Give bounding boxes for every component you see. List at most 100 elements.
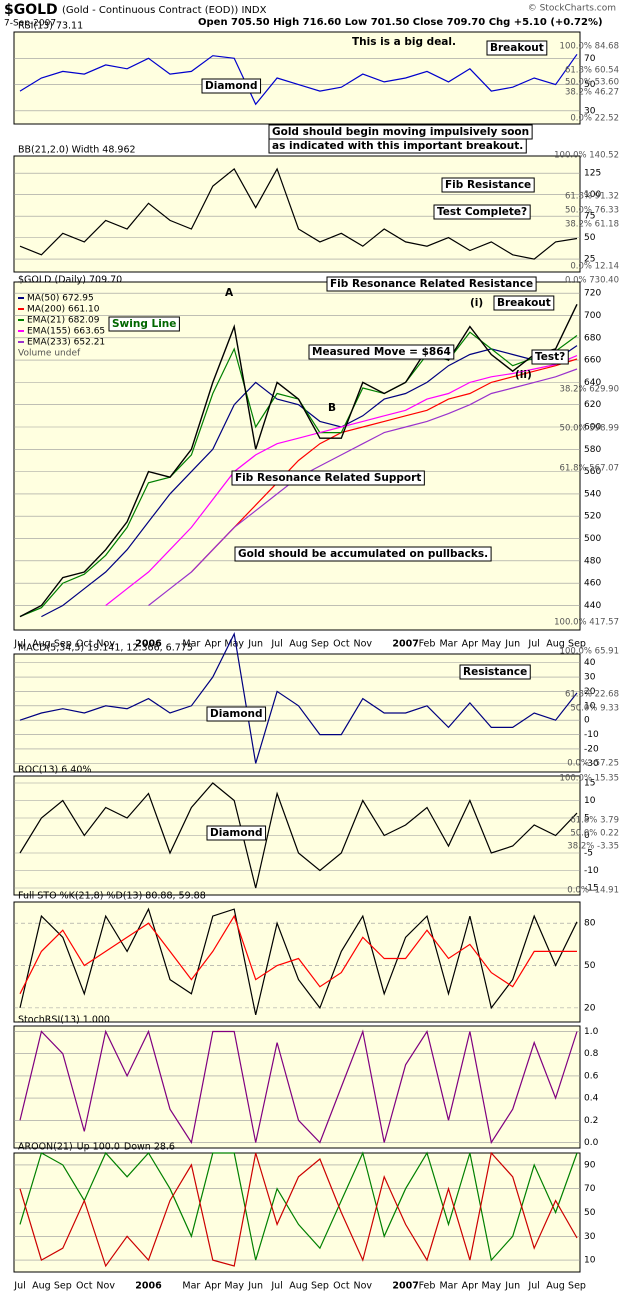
callout-box bbox=[268, 138, 527, 154]
callout-box bbox=[201, 78, 262, 94]
legend-entry: EMA(21) 682.09 bbox=[27, 316, 100, 326]
fib-label: 38.2% 629.90 bbox=[560, 385, 619, 395]
x-tick-label: Feb bbox=[419, 639, 436, 650]
y-tick-label: 700 bbox=[584, 311, 601, 321]
y-tick-label: -10 bbox=[584, 730, 599, 740]
y-tick-label: 50 bbox=[584, 1208, 596, 1218]
annotation: Test Complete? bbox=[437, 206, 527, 218]
legend-entry: EMA(233) 652.21 bbox=[27, 338, 105, 348]
panel-title: StochRSI(13) 1.000 bbox=[18, 1015, 110, 1026]
y-tick-label: -10 bbox=[584, 866, 599, 876]
y-tick-label: 10 bbox=[584, 796, 596, 806]
y-tick-label: -15 bbox=[584, 884, 599, 894]
fib-label: 61.8% 3.79 bbox=[570, 816, 619, 826]
y-tick-label: 50 bbox=[584, 233, 596, 243]
panel bbox=[13, 1025, 581, 1149]
y-tick-label: 680 bbox=[584, 333, 601, 343]
y-tick-label: 50 bbox=[584, 961, 596, 971]
x-tick-label: Mar bbox=[439, 639, 457, 650]
x-tick-label: Mar bbox=[182, 639, 200, 650]
x-tick-label: Jul bbox=[527, 1281, 539, 1292]
legend-entry: EMA(155) 663.65 bbox=[27, 327, 105, 337]
annotation: Measured Move = $864 bbox=[312, 346, 451, 358]
y-tick-label: 660 bbox=[584, 356, 601, 366]
y-tick-label: 0.2 bbox=[584, 1116, 598, 1126]
y-tick-label: 70 bbox=[584, 54, 596, 64]
x-tick-label: Sep bbox=[568, 1281, 586, 1292]
x-tick-label: Aug bbox=[289, 639, 308, 650]
x-tick-label: 2006 bbox=[135, 1281, 162, 1292]
y-tick-label: 30 bbox=[584, 1232, 596, 1242]
annotation: Fib Resonance Related Resistance bbox=[330, 278, 533, 290]
y-tick-label: 25 bbox=[584, 255, 595, 265]
fib-label: 0.0% -14.91 bbox=[567, 886, 619, 896]
y-tick-label: 40 bbox=[584, 658, 596, 668]
callout-box bbox=[441, 177, 535, 193]
x-tick-label: Aug bbox=[546, 1281, 565, 1292]
annotation: as indicated with this important breakou… bbox=[272, 140, 523, 152]
series-line bbox=[19, 914, 577, 995]
legend-entry: Up 100.0 bbox=[77, 1142, 120, 1153]
legend-swatch bbox=[18, 341, 24, 343]
fib-label: 100.0% 65.91 bbox=[560, 647, 619, 657]
y-tick-label: 0 bbox=[584, 716, 590, 726]
series-line bbox=[105, 355, 578, 606]
x-tick-label: 2006 bbox=[135, 639, 162, 650]
series-line bbox=[19, 1151, 578, 1262]
source: © StockCharts.com bbox=[528, 4, 616, 14]
y-tick-label: 560 bbox=[584, 467, 601, 477]
x-tick-label: Feb bbox=[419, 1281, 436, 1292]
callout-box bbox=[493, 295, 555, 311]
y-tick-label: 500 bbox=[584, 534, 601, 544]
x-tick-label: Nov bbox=[353, 639, 372, 650]
fib-label: 0.0% 12.14 bbox=[570, 262, 619, 272]
fib-label: 61.8% 22.68 bbox=[565, 690, 619, 700]
callout-box bbox=[206, 706, 267, 722]
x-tick-label: Oct bbox=[76, 1281, 93, 1292]
y-tick-label: 520 bbox=[584, 512, 601, 522]
x-tick-label: May bbox=[224, 1281, 244, 1292]
fib-label: 100.0% 417.57 bbox=[554, 618, 619, 628]
x-tick-label: Oct bbox=[333, 639, 350, 650]
volume-label: Volume undef bbox=[18, 349, 81, 359]
series-line bbox=[19, 167, 578, 260]
x-tick-label: May bbox=[224, 639, 244, 650]
series-line bbox=[19, 1151, 578, 1268]
y-tick-label: 15 bbox=[584, 779, 595, 789]
x-tick-label: Oct bbox=[333, 1281, 350, 1292]
annotation: (i) bbox=[470, 297, 483, 309]
fib-label: 50.0% 76.33 bbox=[565, 206, 619, 216]
x-tick-label: Jul bbox=[527, 639, 539, 650]
x-tick-label: Sep bbox=[311, 1281, 329, 1292]
x-tick-label: Sep bbox=[311, 639, 329, 650]
x-tick-label: Apr bbox=[205, 639, 222, 650]
x-tick-label: Jul bbox=[13, 639, 25, 650]
panel-title: Full STO %K(21,8) %D(13) 80.88, 59.88 bbox=[18, 891, 206, 902]
fib-label: 100.0% 84.68 bbox=[560, 42, 619, 52]
x-tick-label: 2007 bbox=[392, 639, 418, 650]
y-tick-label: 0.4 bbox=[584, 1094, 599, 1104]
annotation: Breakout bbox=[490, 42, 544, 54]
panel-title: MACD(5,34,5) 19.141, 12.366, 6.775 bbox=[18, 643, 193, 654]
date: 7-Sep-2007 bbox=[4, 19, 56, 29]
annotation: Resistance bbox=[463, 666, 527, 678]
legend-entry: MA(200) 661.10 bbox=[27, 305, 100, 315]
x-tick-label: Sep bbox=[568, 639, 586, 650]
x-tick-label: 2007 bbox=[392, 1281, 418, 1292]
y-tick-label: 30 bbox=[584, 106, 596, 116]
fib-label: 0.0% -57.25 bbox=[567, 759, 619, 769]
series-line bbox=[19, 303, 578, 618]
x-tick-label: Sep bbox=[54, 1281, 72, 1292]
callout-box bbox=[234, 546, 492, 562]
y-tick-label: 480 bbox=[584, 556, 601, 566]
callout-box bbox=[326, 276, 537, 292]
panel-title: BB(21,2.0) Width 48.962 bbox=[18, 145, 136, 156]
y-tick-label: 620 bbox=[584, 400, 601, 410]
fib-label: 100.0% 140.52 bbox=[554, 151, 619, 161]
legend-swatch bbox=[18, 308, 24, 310]
x-tick-label: Mar bbox=[439, 1281, 457, 1292]
x-tick-label: May bbox=[481, 1281, 501, 1292]
fib-label: 100.0% 15.35 bbox=[560, 774, 619, 784]
y-tick-label: 0 bbox=[584, 831, 590, 841]
fib-label: 61.8% 60.54 bbox=[565, 66, 619, 76]
